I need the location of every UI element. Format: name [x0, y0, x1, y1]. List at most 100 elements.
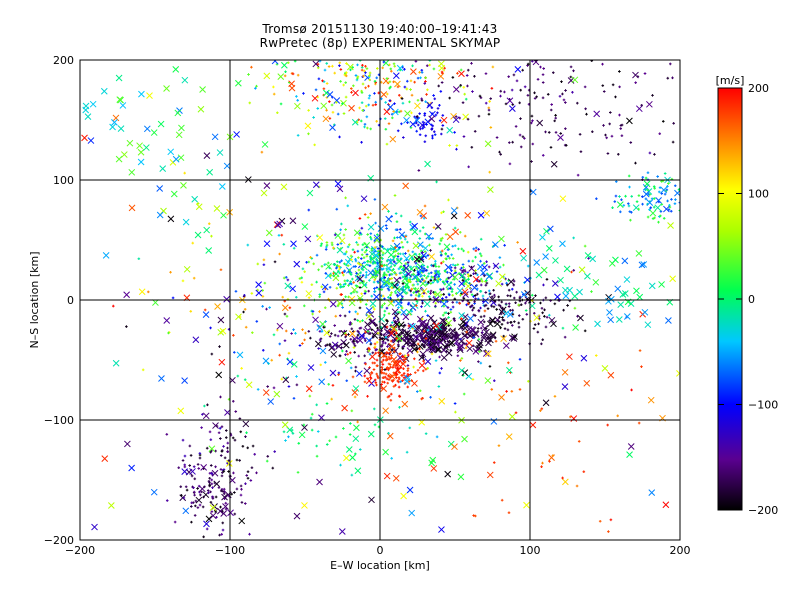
- data-point: [315, 280, 318, 284]
- data-point: [437, 265, 441, 268]
- data-point: [198, 503, 202, 507]
- data-point: [553, 395, 557, 398]
- data-point-cross: [550, 160, 558, 168]
- data-point: [442, 210, 445, 214]
- data-point: [472, 306, 476, 310]
- data-point: [226, 450, 229, 453]
- data-point-cross: [245, 381, 253, 389]
- data-point: [643, 72, 647, 75]
- data-point: [447, 324, 450, 327]
- data-point: [302, 423, 306, 427]
- data-point: [576, 314, 579, 318]
- data-point: [489, 335, 493, 339]
- data-point: [479, 306, 482, 310]
- data-point: [205, 446, 209, 450]
- data-point: [345, 349, 348, 353]
- data-point: [219, 468, 223, 471]
- data-point: [409, 293, 413, 297]
- data-point: [446, 254, 450, 258]
- data-point: [412, 365, 415, 369]
- data-point: [444, 252, 447, 255]
- data-point-cross: [182, 218, 190, 226]
- data-point: [418, 237, 422, 240]
- data-point: [462, 85, 466, 89]
- data-point: [558, 94, 562, 98]
- data-point: [490, 388, 494, 391]
- data-point: [392, 385, 396, 388]
- data-point: [549, 146, 553, 149]
- data-point: [550, 103, 553, 106]
- data-point: [563, 335, 567, 339]
- data-point: [369, 342, 373, 346]
- x-tick-label: −100: [215, 544, 245, 557]
- data-point: [444, 279, 448, 283]
- data-point: [416, 270, 420, 274]
- data-point-cross: [353, 229, 361, 237]
- data-point-cross: [180, 181, 187, 189]
- data-point: [512, 279, 516, 283]
- data-point: [451, 263, 455, 267]
- data-point: [441, 236, 444, 240]
- data-point: [530, 121, 533, 125]
- data-point: [634, 81, 637, 84]
- data-point-cross: [356, 275, 364, 283]
- data-point: [318, 295, 321, 299]
- data-point: [388, 375, 392, 379]
- data-point: [392, 62, 396, 66]
- data-point: [673, 184, 677, 188]
- data-point-cross: [487, 320, 494, 328]
- data-point: [425, 276, 428, 280]
- data-point: [238, 459, 241, 462]
- data-point: [396, 85, 400, 89]
- data-point: [628, 210, 632, 213]
- data-point: [424, 432, 428, 435]
- data-point: [497, 444, 501, 447]
- data-point-cross: [304, 235, 312, 243]
- data-point: [663, 192, 667, 196]
- data-point: [416, 278, 419, 281]
- data-point: [248, 532, 251, 536]
- data-point: [336, 243, 340, 246]
- data-point: [340, 222, 343, 226]
- data-point-cross: [111, 118, 118, 126]
- data-point: [355, 120, 359, 124]
- data-point: [376, 326, 379, 330]
- data-point: [587, 257, 590, 260]
- data-point-cross: [456, 287, 464, 295]
- data-point: [461, 332, 465, 336]
- data-point: [481, 300, 485, 303]
- data-point: [451, 293, 454, 297]
- data-point: [364, 303, 368, 306]
- data-point-cross: [363, 367, 371, 375]
- data-point: [618, 85, 621, 89]
- data-point: [243, 378, 247, 382]
- data-point-cross: [217, 316, 225, 324]
- data-point: [543, 308, 546, 312]
- data-point: [611, 83, 615, 87]
- data-point: [350, 473, 354, 477]
- data-point: [458, 302, 462, 305]
- data-point-cross: [211, 133, 219, 141]
- data-point: [222, 445, 225, 448]
- data-point: [364, 290, 368, 294]
- data-point-cross: [338, 528, 346, 535]
- data-point: [227, 470, 230, 473]
- data-point-cross: [562, 286, 569, 294]
- data-point: [453, 269, 457, 273]
- data-point: [246, 476, 250, 480]
- data-point: [451, 76, 455, 79]
- data-point: [345, 74, 348, 78]
- data-point: [667, 182, 670, 185]
- data-point: [459, 83, 462, 87]
- data-point: [637, 421, 641, 425]
- data-point-cross: [233, 131, 240, 138]
- data-point-cross: [281, 421, 289, 429]
- data-point: [357, 256, 360, 259]
- data-point: [199, 493, 202, 497]
- data-point: [659, 210, 663, 213]
- data-point: [349, 280, 352, 283]
- data-point-cross: [306, 189, 314, 197]
- data-point: [222, 470, 226, 473]
- data-point-cross: [341, 404, 348, 412]
- data-point: [471, 378, 475, 381]
